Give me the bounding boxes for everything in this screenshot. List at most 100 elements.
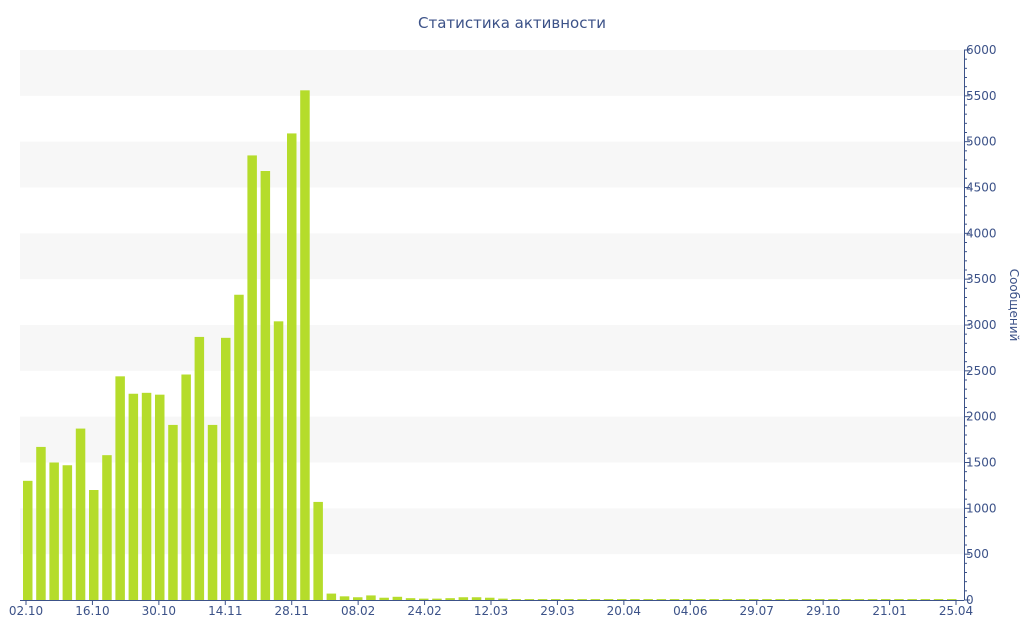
x-tick-label: 29.07 [740,604,774,618]
bar [62,465,73,600]
y-tick-label: 4500 [966,181,997,195]
x-tick-label: 20.04 [607,604,641,618]
y-tick-label: 2500 [966,364,997,378]
bar [221,337,231,600]
bar [907,599,917,600]
bar [445,598,455,600]
bar [630,599,640,600]
bar [788,599,799,600]
bar [617,599,627,600]
bar [590,599,601,600]
x-tick-label: 16.10 [75,604,109,618]
bar [854,599,865,600]
bar [881,599,891,600]
bar [551,599,561,600]
bar [894,599,904,600]
bar [75,428,86,600]
x-tick-label: 02.10 [9,604,43,618]
y-tick-label: 2000 [966,410,997,424]
bar [933,599,944,600]
x-tick-label: 29.03 [540,604,574,618]
bar [155,394,165,600]
x-tick-label: 25.04 [939,604,973,618]
x-tick-label: 29.10 [806,604,840,618]
bar [379,597,389,600]
bar [603,599,614,600]
bar [115,376,125,600]
bar [392,596,403,600]
bar [234,294,244,600]
bar [867,599,878,600]
bar [511,599,521,600]
bar [577,599,587,600]
y-tick-label: 1000 [966,501,997,515]
x-tick-label: 28.11 [275,604,309,618]
y-tick-label: 1500 [966,456,997,470]
bar [524,599,535,600]
grid-band [20,325,964,371]
y-tick-label: 3500 [966,272,997,286]
bar [749,599,759,600]
bar [920,599,931,600]
bar [564,599,574,600]
bar [273,321,284,600]
bar [775,599,785,600]
bar [498,598,508,601]
bar [815,599,825,600]
bar [326,593,337,600]
bar [722,599,733,600]
bar [313,501,323,600]
bar [419,598,429,601]
bar [947,599,957,600]
grid-band [20,141,964,188]
bar [537,599,548,600]
y-tick-label: 0 [966,593,974,607]
bar [181,374,191,600]
y-tick-label: 500 [966,547,989,561]
y-tick-label: 5000 [966,135,997,149]
grid-band [20,50,964,96]
bar [485,597,495,600]
bar [405,598,416,600]
y-tick-label: 3000 [966,318,997,332]
bar [801,599,812,600]
y-axis-label: Сообщений [1007,269,1021,342]
bar [709,599,719,600]
x-tick-label: 30.10 [142,604,176,618]
bar [458,597,469,600]
bar [287,133,297,601]
bar [260,171,271,600]
bar [735,599,746,600]
bar [36,446,46,600]
y-tick-label: 4000 [966,226,997,240]
bar [353,597,363,600]
bar [49,462,59,600]
bar [656,599,667,600]
grid-band [20,233,964,280]
chart-title: Статистика активности [418,14,606,32]
bar [141,392,152,600]
bar [300,90,310,600]
bar [366,595,376,600]
bar [683,599,693,600]
y-tick-label: 5500 [966,89,997,103]
bar [89,490,99,600]
x-tick-label: 21.01 [872,604,906,618]
x-tick-label: 14.11 [208,604,242,618]
bar [828,599,838,600]
x-tick-label: 24.02 [407,604,441,618]
bar [207,424,218,600]
x-tick-label: 08.02 [341,604,375,618]
x-tick-label: 12.03 [474,604,508,618]
bar [247,155,257,601]
bar [194,336,205,600]
y-tick-label: 6000 [966,43,997,57]
x-tick-label: 04.06 [673,604,707,618]
bar [23,480,33,600]
bar [841,599,851,600]
bar [432,598,442,601]
bar [471,597,482,600]
bar [168,424,178,600]
